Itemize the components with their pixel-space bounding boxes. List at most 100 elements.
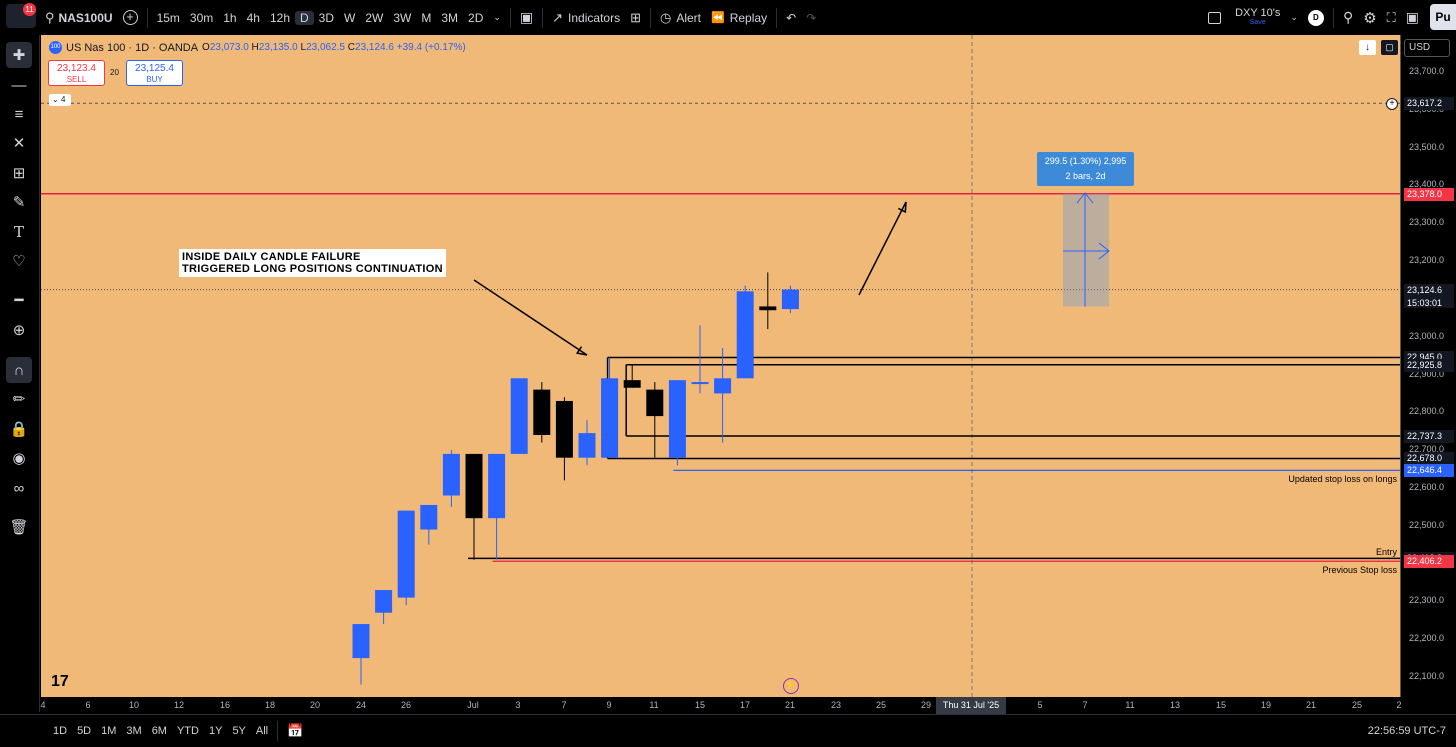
layout-save-status: Save <box>1249 18 1266 26</box>
projection-icon: ⊞ <box>12 165 26 182</box>
fib-tool[interactable]: ≡ <box>6 101 32 127</box>
candle-body <box>623 380 641 388</box>
interval-dropdown[interactable]: ⌄ <box>488 0 506 35</box>
top-toolbar: 11 ⚲ NAS100U + 15m 30m 1h 4h 12h D 3D W 2W 3W M 3M 2… <box>0 0 1456 35</box>
range-6m[interactable]: 6M <box>151 725 167 737</box>
user-avatar[interactable]: D <box>1303 0 1329 35</box>
buy-button[interactable]: 23,125.4 BUY <box>126 60 183 86</box>
quick-search-button[interactable]: ⚲ <box>1338 0 1358 35</box>
interval-15m[interactable]: 15m <box>156 10 180 25</box>
interval-1h[interactable]: 1h <box>223 10 237 25</box>
range-5d[interactable]: 5D <box>77 725 92 737</box>
range-1y[interactable]: 1Y <box>208 725 223 737</box>
add-alert-plus-icon[interactable]: + <box>1386 98 1398 110</box>
chevron-down-icon: ⌄ <box>1290 12 1298 22</box>
indicators-button[interactable]: ↗ Indicators <box>547 0 625 35</box>
range-1m[interactable]: 1M <box>101 725 117 737</box>
lightning-event-icon[interactable]: ⚡ <box>783 678 799 694</box>
trendline-tool[interactable]: — <box>6 72 32 98</box>
chart-canvas[interactable] <box>41 35 1400 697</box>
zoom-tool[interactable]: ⊕ <box>6 317 32 343</box>
interval-30m[interactable]: 30m <box>189 10 214 25</box>
undo-button[interactable]: ↶ <box>781 0 801 35</box>
sell-price: 23,123.4 <box>57 63 96 74</box>
price-label: 23,378.0 <box>1404 187 1454 201</box>
annotation-note[interactable]: INSIDE DAILY CANDLE FAILURE TRIGGERED LO… <box>179 249 446 277</box>
alert-button[interactable]: ◷ Alert <box>655 0 706 35</box>
fullscreen-button[interactable]: ⛶ <box>1382 0 1401 35</box>
updated-stop-label: Updated stop loss on longs <box>1288 474 1397 484</box>
redo-button[interactable]: ↷ <box>801 0 821 35</box>
notification-badge: 11 <box>23 3 36 16</box>
sell-button[interactable]: 23,123.4 SELL <box>48 60 105 86</box>
remove-drawings-tool[interactable]: 🗑 <box>6 514 32 540</box>
maximize-pane-button[interactable]: ▢ <box>1381 40 1398 55</box>
interval-3d[interactable]: 3D <box>318 10 335 25</box>
annotation-line-2: TRIGGERED LONG POSITIONS CONTINUATION <box>182 263 443 275</box>
interval-2w[interactable]: 2W <box>365 10 384 25</box>
drawing-toolbar: ✚ — ≡ ✕ ⊞ ✎ T ♡ ━ ⊕ ∩ ✏ 🔒 ◉ ∞ 🗑 <box>0 35 40 712</box>
time-axis[interactable]: 4 6 10 12 16 18 20 24 26 Jul 3 7 9 11 15 17 21 23 25 29 5 7 11… <box>40 697 1402 714</box>
symbol-search[interactable]: ⚲ NAS100U <box>40 0 118 35</box>
sync-drawings-tool[interactable]: ∞ <box>6 475 32 501</box>
interval-4h[interactable]: 4h <box>246 10 260 25</box>
layout-square-icon <box>1208 11 1222 24</box>
price-label: 22,737.3 <box>1404 430 1454 444</box>
range-ytd[interactable]: YTD <box>176 725 199 737</box>
lock-drawings-tool[interactable]: 🔒 <box>6 416 32 442</box>
candle-body <box>465 453 483 519</box>
interval-w[interactable]: W <box>344 10 356 25</box>
publish-button[interactable]: Pu <box>1430 4 1456 30</box>
time-tick: 10 <box>128 700 140 710</box>
brush-tool[interactable]: ✎ <box>6 189 32 215</box>
snapshot-button[interactable]: ▣ <box>1401 0 1424 35</box>
goto-date-button[interactable]: 📅 <box>282 714 308 747</box>
hidden-indicators-toggle[interactable]: ⌄ 4 <box>49 94 71 106</box>
range-3m[interactable]: 3M <box>126 725 142 737</box>
projection-arrow <box>858 201 907 296</box>
chart-type-button[interactable]: ▣ <box>515 0 538 35</box>
interval-m[interactable]: M <box>421 10 432 25</box>
hidden-count: 4 <box>60 95 66 104</box>
candle-body <box>510 378 528 454</box>
time-tick: 7 <box>1082 700 1088 710</box>
eye-icon: ◉ <box>12 450 26 467</box>
range-all[interactable]: All <box>255 725 269 737</box>
text-tool[interactable]: T <box>6 219 32 245</box>
interval-12h[interactable]: 12h <box>269 10 290 25</box>
zoom-search-icon: ⚲ <box>1342 9 1354 25</box>
templates-button[interactable]: ⊞ <box>625 0 646 35</box>
projection-tool[interactable]: ⊞ <box>6 160 32 186</box>
hide-drawings-tool[interactable]: ◉ <box>6 445 32 471</box>
magnet-tool[interactable]: ∩ <box>6 357 32 383</box>
range-5y[interactable]: 5Y <box>232 725 246 737</box>
price-axis[interactable]: USD 23,700.023,600.023,500.023,400.023,3… <box>1400 35 1456 697</box>
spread-value: 20 <box>110 68 119 77</box>
interval-d[interactable]: D <box>295 10 314 25</box>
bar-countdown: 15:03:01 <box>1407 297 1443 308</box>
line-icon: — <box>11 76 27 94</box>
favorites-tool[interactable]: ♡ <box>6 248 32 274</box>
interval-3w[interactable]: 3W <box>393 10 412 25</box>
pattern-tool[interactable]: ✕ <box>6 130 32 156</box>
maximize-icon: ▢ <box>1385 42 1394 52</box>
time-tick: 25 <box>1351 700 1363 710</box>
price-tick: 23,700.0 <box>1409 66 1445 76</box>
measure-tool[interactable]: ━ <box>6 287 32 313</box>
chart-pane[interactable]: 100 US Nas 100 · 1D · OANDA O23,073.0 H2… <box>41 35 1400 697</box>
layout-button[interactable]: DXY 10's Save ⌄ <box>1203 0 1303 35</box>
replay-button[interactable]: ⏪ Replay <box>706 0 772 35</box>
clock[interactable]: 22:56:59 UTC-7 <box>1367 725 1446 737</box>
scroll-to-latest-button[interactable]: ↓ <box>1359 40 1376 55</box>
price-tick: 23,400.0 <box>1409 179 1445 190</box>
measure-box <box>1063 193 1109 307</box>
currency-selector[interactable]: USD <box>1404 39 1450 57</box>
interval-2d[interactable]: 2D <box>468 10 484 25</box>
crosshair-tool[interactable]: ✚ <box>6 42 32 68</box>
range-1d[interactable]: 1D <box>53 725 68 737</box>
compare-button[interactable]: + <box>118 0 143 35</box>
stay-drawing-tool[interactable]: ✏ <box>6 386 32 412</box>
settings-button[interactable]: ⚙ <box>1358 0 1381 35</box>
price-tick: 23,500.0 <box>1409 141 1445 152</box>
interval-3m[interactable]: 3M <box>441 10 459 25</box>
